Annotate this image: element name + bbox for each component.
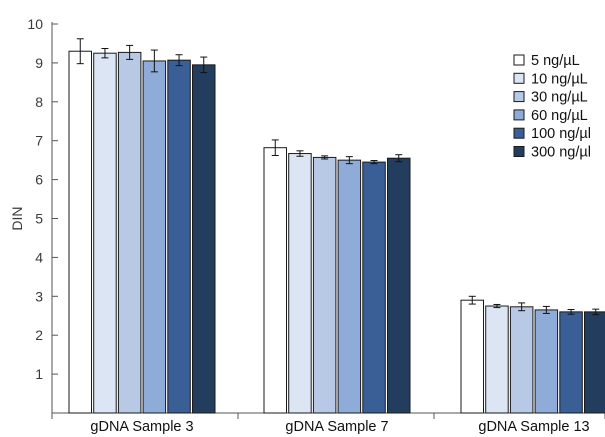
bar (312, 156, 337, 414)
bar (93, 52, 117, 414)
legend-label: 5 ng/µL (531, 53, 580, 69)
bar (559, 311, 583, 414)
bar (68, 50, 92, 414)
legend-label: 30 ng/µL (531, 90, 588, 106)
bar (485, 305, 509, 414)
y-tick-label: 10 (27, 16, 43, 32)
y-tick-label: 6 (35, 172, 43, 188)
bar (387, 157, 411, 414)
category-label: gDNA Sample 7 (285, 419, 388, 435)
legend-label: 300 ng/µl (531, 145, 591, 161)
bar (142, 60, 167, 414)
bar (263, 147, 287, 414)
legend-swatch (513, 146, 525, 157)
legend-swatch (513, 127, 525, 139)
bar (584, 311, 605, 414)
axis-labels: 1 2 3 4 5 6 7 8 9 10 DIN gDNA Sample 3 gDNA Sample 7… (9, 16, 590, 435)
legend-label: 100 ng/µl (531, 126, 591, 142)
bar (117, 51, 142, 414)
legend: 5 ng/µL 10 ng/µL 30 ng/µL 60 ng/µL 100 ng/µl… (513, 53, 591, 161)
y-tick-label: 8 (35, 94, 43, 110)
error-bars (76, 38, 600, 316)
y-axis-title: DIN (9, 206, 25, 230)
legend-swatch (513, 91, 525, 103)
y-tick-label: 5 (35, 211, 43, 227)
bar (192, 64, 216, 414)
y-tick-label: 9 (35, 55, 43, 71)
legend-label: 10 ng/µL (531, 71, 588, 87)
category-label: gDNA Sample 3 (90, 419, 193, 435)
legend-swatch (513, 72, 525, 84)
y-tick-label: 7 (35, 133, 43, 149)
y-tick-label: 4 (35, 249, 43, 265)
y-tick-label: 2 (35, 327, 43, 343)
legend-swatch (513, 109, 525, 121)
bar (337, 159, 362, 414)
bar (362, 161, 386, 414)
legend-swatch (513, 54, 525, 66)
bar (534, 309, 559, 414)
bar (509, 306, 534, 414)
bar (288, 153, 312, 414)
bars (68, 50, 605, 414)
category-label: gDNA Sample 13 (478, 419, 589, 435)
y-tick-label: 1 (35, 366, 43, 382)
y-tick-label: 3 (35, 288, 43, 304)
legend-label: 60 ng/µL (531, 108, 588, 124)
bar (460, 299, 484, 414)
bar (167, 59, 191, 414)
